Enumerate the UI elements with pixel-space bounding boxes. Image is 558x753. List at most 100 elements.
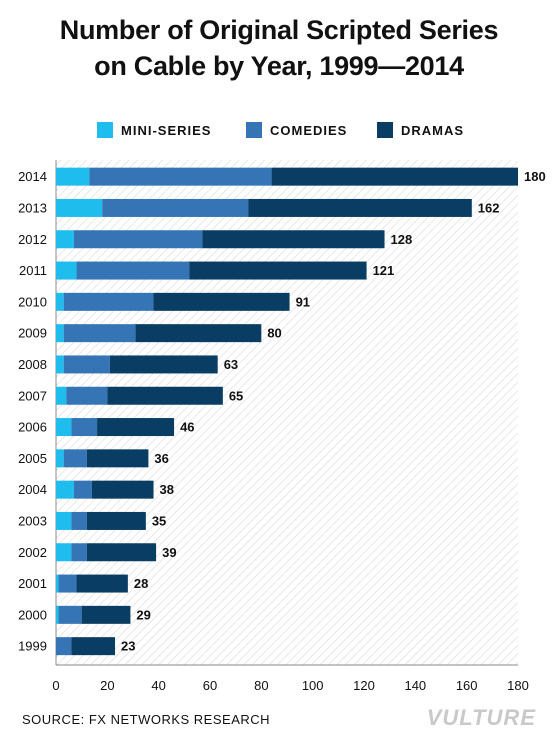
total-label-2001: 28 [134,576,148,591]
bar-2012-dramas [202,230,385,249]
bar-2001-mini-series [56,574,59,593]
y-tick-label-2005: 2005 [18,451,47,466]
total-label-2008: 63 [224,357,238,372]
x-tick-label-180: 180 [507,678,529,693]
y-tick-label-2011: 2011 [19,263,47,278]
bar-2009-mini-series [56,324,64,343]
x-tick-label-0: 0 [52,678,59,693]
bar-2011-mini-series [56,261,77,280]
bars-group [56,167,518,656]
y-tick-label-2003: 2003 [18,513,47,528]
source-note: SOURCE: FX NETWORKS RESEARCH [22,712,271,727]
legend-item-dramas: DRAMAS [377,118,464,142]
bar-1999-dramas [71,637,116,656]
bar-2013-dramas [248,198,472,217]
bar-2000-dramas [81,605,131,624]
x-tick-label-100: 100 [302,678,324,693]
bar-chart: 2014 2013 2012 2011 2010 2009 2008 2007 2006 2005… [18,160,546,693]
total-label-2005: 36 [154,451,168,466]
total-label-2011: 121 [373,263,395,278]
chart-title-line-2: on Cable by Year, 1999—2014 [94,51,464,81]
legend-item-mini-series: MINI-SERIES [97,118,211,142]
y-tick-label-2009: 2009 [18,326,47,341]
bar-2006-mini-series [56,418,72,437]
x-tick-label-60: 60 [203,678,217,693]
total-label-2002: 39 [162,545,176,560]
bar-2007-mini-series [56,386,67,405]
bar-2003-mini-series [56,511,72,530]
x-tick-label-160: 160 [456,678,478,693]
y-tick-labels: 2014 2013 2012 2011 2010 2009 2008 2007 2006 2005… [18,169,47,654]
legend-item-comedies: COMEDIES [246,118,347,142]
bar-2012-mini-series [56,230,74,249]
bar-2002-mini-series [56,543,72,562]
bar-2013-comedies [102,198,249,217]
total-labels: 180 162 128 121 91 80 63 65 46 36 38 35 39 28 29 23 [121,169,546,654]
bar-2011-dramas [189,261,367,280]
total-label-2009: 80 [267,326,281,341]
y-tick-label-2002: 2002 [18,545,47,560]
brand-logo: VULTURE [426,705,536,730]
total-label-1999: 23 [121,639,135,654]
bar-2004-dramas [91,480,154,499]
x-tick-label-40: 40 [151,678,165,693]
bar-2007-dramas [107,386,223,405]
y-tick-label-2010: 2010 [18,294,47,309]
bar-2010-comedies [63,292,154,311]
y-tick-label-2007: 2007 [18,388,47,403]
y-tick-label-2000: 2000 [18,607,47,622]
bar-2014-comedies [89,167,272,186]
bar-2000-comedies [58,605,82,624]
bar-2005-dramas [86,449,149,468]
x-tick-label-120: 120 [353,678,375,693]
bar-2009-dramas [135,324,262,343]
bar-2003-comedies [71,511,87,530]
y-tick-label-2006: 2006 [18,420,47,435]
bar-2011-comedies [76,261,190,280]
bar-2002-dramas [86,543,157,562]
bar-2008-dramas [109,355,218,374]
y-tick-label-2001: 2001 [18,576,47,591]
legend-label-comedies: COMEDIES [270,122,348,138]
bar-2002-comedies [71,543,87,562]
legend-swatch-comedies [246,122,262,138]
bar-2012-comedies [73,230,203,249]
chart-title-line-1: Number of Original Scripted Series [59,15,499,45]
legend-label-dramas: DRAMAS [401,122,465,138]
bar-2009-comedies [63,324,136,343]
total-label-2013: 162 [478,200,500,215]
total-label-2007: 65 [229,388,243,403]
x-tick-labels: 0 20 40 60 80 100 120 140 160 180 [52,678,528,693]
bar-2010-dramas [153,292,290,311]
total-label-2014: 180 [524,169,546,184]
total-label-2000: 29 [136,607,150,622]
legend-label-mini-series: MINI-SERIES [121,122,212,138]
bar-2001-dramas [76,574,128,593]
bar-2006-dramas [97,418,175,437]
y-tick-label-1999: 1999 [18,639,47,654]
y-tick-label-2014: 2014 [18,169,47,184]
bar-2004-mini-series [56,480,74,499]
legend: MINI-SERIES COMEDIES DRAMAS [0,118,558,142]
bar-2014-dramas [271,167,518,186]
total-label-2003: 35 [152,513,166,528]
bar-2013-mini-series [56,198,103,217]
total-label-2010: 91 [296,294,310,309]
total-label-2004: 38 [160,482,174,497]
legend-swatch-mini-series [97,122,113,138]
bar-2004-comedies [73,480,92,499]
bar-2005-comedies [63,449,87,468]
y-tick-label-2013: 2013 [18,200,47,215]
x-tick-label-140: 140 [404,678,426,693]
total-label-2012: 128 [391,232,413,247]
x-tick-label-80: 80 [254,678,268,693]
y-tick-label-2004: 2004 [18,482,47,497]
bar-2006-comedies [71,418,98,437]
bar-2008-comedies [63,355,110,374]
y-tick-label-2008: 2008 [18,357,47,372]
bar-2010-mini-series [56,292,64,311]
bar-2005-mini-series [56,449,64,468]
bar-2007-comedies [66,386,108,405]
bar-2014-mini-series [56,167,90,186]
bar-2000-mini-series [56,605,59,624]
